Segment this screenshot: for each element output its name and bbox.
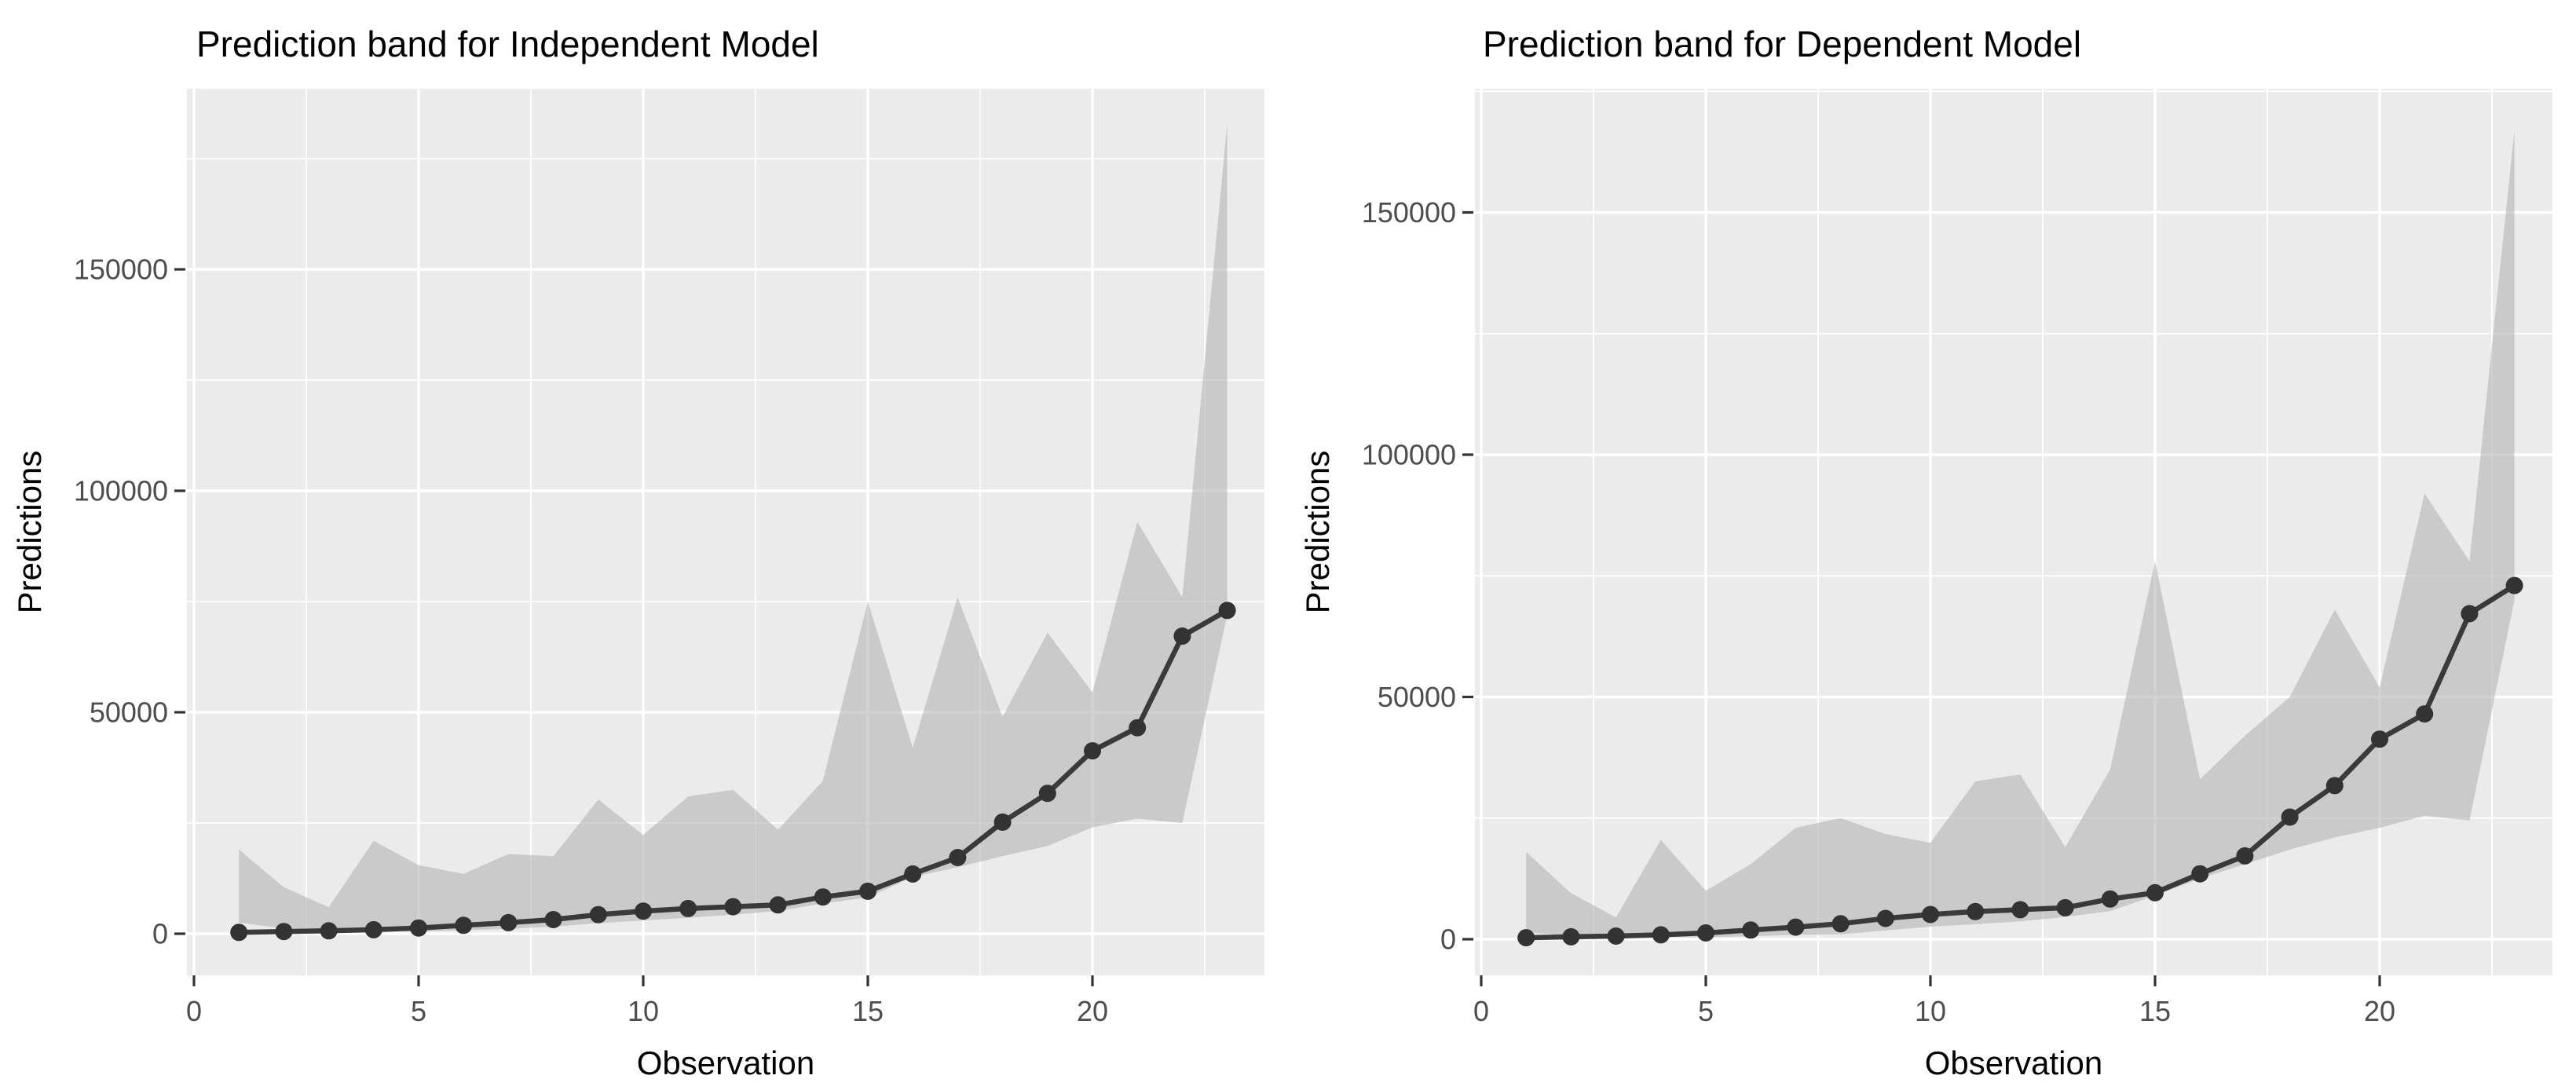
x-tick-label: 5 <box>1698 995 1714 1027</box>
y-tick-label: 50000 <box>1378 681 1456 713</box>
data-point <box>1922 905 1939 924</box>
data-point <box>364 920 382 938</box>
data-point <box>2281 808 2299 826</box>
data-point <box>499 913 518 931</box>
data-point <box>2325 777 2344 795</box>
x-axis-title: Observation <box>637 1044 814 1081</box>
data-point <box>1652 926 1670 944</box>
x-tick-label: 10 <box>628 995 659 1027</box>
data-point <box>1876 909 1894 927</box>
data-point <box>2146 883 2164 902</box>
data-point <box>1038 785 1056 803</box>
data-point <box>859 882 876 900</box>
data-point <box>1787 918 1805 936</box>
data-point <box>2236 847 2254 865</box>
data-point <box>679 899 697 917</box>
axis-tick-marks <box>174 268 1094 986</box>
data-point <box>230 924 248 942</box>
data-point <box>1831 915 1850 933</box>
y-tick-label: 0 <box>1440 924 1456 956</box>
data-point <box>275 923 293 941</box>
data-point <box>904 865 922 883</box>
data-point <box>769 896 787 914</box>
data-point <box>1742 921 1760 939</box>
data-point <box>2056 898 2074 916</box>
y-tick-label: 100000 <box>1362 439 1456 471</box>
data-point <box>1697 924 1714 942</box>
data-point <box>2101 890 2119 908</box>
x-axis-title: Observation <box>1925 1044 2102 1081</box>
y-tick-label: 50000 <box>90 697 168 729</box>
x-tick-label: 15 <box>852 995 884 1027</box>
y-tick-label: 150000 <box>74 254 168 286</box>
plot-title: Prediction band for Dependent Model <box>1483 24 2081 64</box>
data-point <box>2461 605 2479 623</box>
prediction-band-ribbon <box>1526 130 2515 938</box>
data-point <box>544 911 562 928</box>
x-tick-label: 20 <box>1077 995 1108 1027</box>
data-point <box>320 922 338 940</box>
data-point <box>589 905 607 924</box>
data-point <box>635 902 652 920</box>
prediction-points <box>230 602 1236 942</box>
x-tick-label: 10 <box>1915 995 1946 1027</box>
y-tick-label: 0 <box>152 918 168 950</box>
data-point <box>1607 927 1625 945</box>
y-tick-label: 150000 <box>1362 196 1456 229</box>
data-point <box>410 919 427 937</box>
x-tick-label: 0 <box>1473 995 1489 1027</box>
data-point <box>814 888 832 906</box>
data-point <box>2505 576 2523 594</box>
chart-dependent-model: 0 50000 100000 150000 0 5 10 15 20 Prediction ban… <box>1299 24 2552 1081</box>
data-point <box>1173 627 1191 645</box>
data-point <box>993 813 1012 831</box>
plot-title: Prediction band for Independent Model <box>196 24 819 64</box>
data-point <box>2191 865 2209 883</box>
x-tick-label: 15 <box>2139 995 2171 1027</box>
data-point <box>1129 719 1147 737</box>
data-point <box>455 916 473 935</box>
data-point <box>2011 901 2029 919</box>
data-point <box>1218 602 1236 620</box>
data-point <box>1084 742 1101 760</box>
x-tick-label: 5 <box>411 995 426 1027</box>
data-point <box>949 849 967 866</box>
data-point <box>2416 705 2434 723</box>
y-axis-title: Predictions <box>11 451 48 614</box>
x-tick-label: 0 <box>186 995 202 1027</box>
chart-independent-model: 0 50000 100000 150000 0 5 10 15 20 Prediction ban… <box>11 24 1264 1081</box>
data-point <box>1967 902 1985 920</box>
data-point <box>1517 929 1535 947</box>
data-point <box>724 898 742 916</box>
data-point <box>1562 927 1580 946</box>
y-tick-label: 100000 <box>74 475 168 507</box>
prediction-band-ribbon <box>239 123 1228 932</box>
prediction-points <box>1517 576 2523 947</box>
axis-tick-marks <box>1462 210 2381 986</box>
data-point <box>2371 730 2388 748</box>
y-axis-title: Predictions <box>1299 451 1336 614</box>
x-tick-label: 20 <box>2364 995 2395 1027</box>
